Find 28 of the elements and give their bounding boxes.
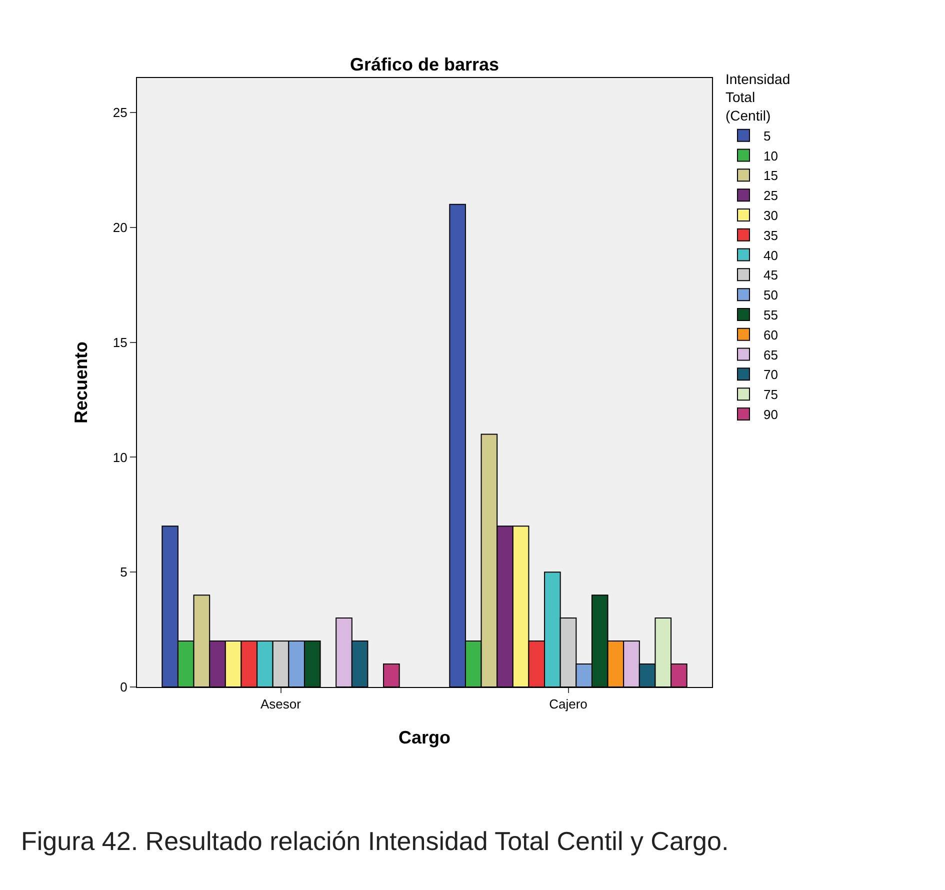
y-tick-label: 25	[112, 105, 128, 120]
legend-label: 60	[764, 327, 778, 342]
y-tick-label: 10	[112, 450, 128, 465]
legend-label: 55	[764, 308, 778, 323]
legend-label: 35	[764, 228, 778, 243]
legend-label: 45	[764, 268, 778, 283]
legend-label: 30	[764, 208, 778, 224]
y-tick-label: 20	[112, 220, 128, 235]
legend-label: 15	[764, 168, 778, 184]
x-axis-title: Cargo	[398, 728, 451, 748]
y-tick-label: 0	[120, 680, 128, 695]
legend-label: 40	[764, 248, 778, 263]
legend-label: 75	[764, 387, 778, 402]
x-tick-label: Cajero	[549, 696, 588, 712]
legend-label: 65	[764, 347, 778, 362]
legend-label: 70	[764, 367, 778, 382]
y-axis-title: Recuento	[71, 341, 92, 424]
legend-label: 10	[764, 148, 778, 164]
x-tick-label: Asesor	[260, 696, 302, 712]
y-tick-label: 5	[120, 564, 128, 580]
legend-label: 5	[764, 128, 771, 144]
legend-label: 25	[764, 188, 778, 204]
chart-title: Gráfico de barras	[350, 54, 500, 74]
y-tick-label: 15	[112, 334, 128, 350]
legend-title: Intensidad Total (Centil)	[726, 71, 790, 124]
legend-label: 50	[764, 288, 778, 303]
text: Figura 42. Resultado relación Intensidad Total Centil y Cargo.	[21, 826, 729, 856]
legend-label: 90	[764, 407, 778, 422]
